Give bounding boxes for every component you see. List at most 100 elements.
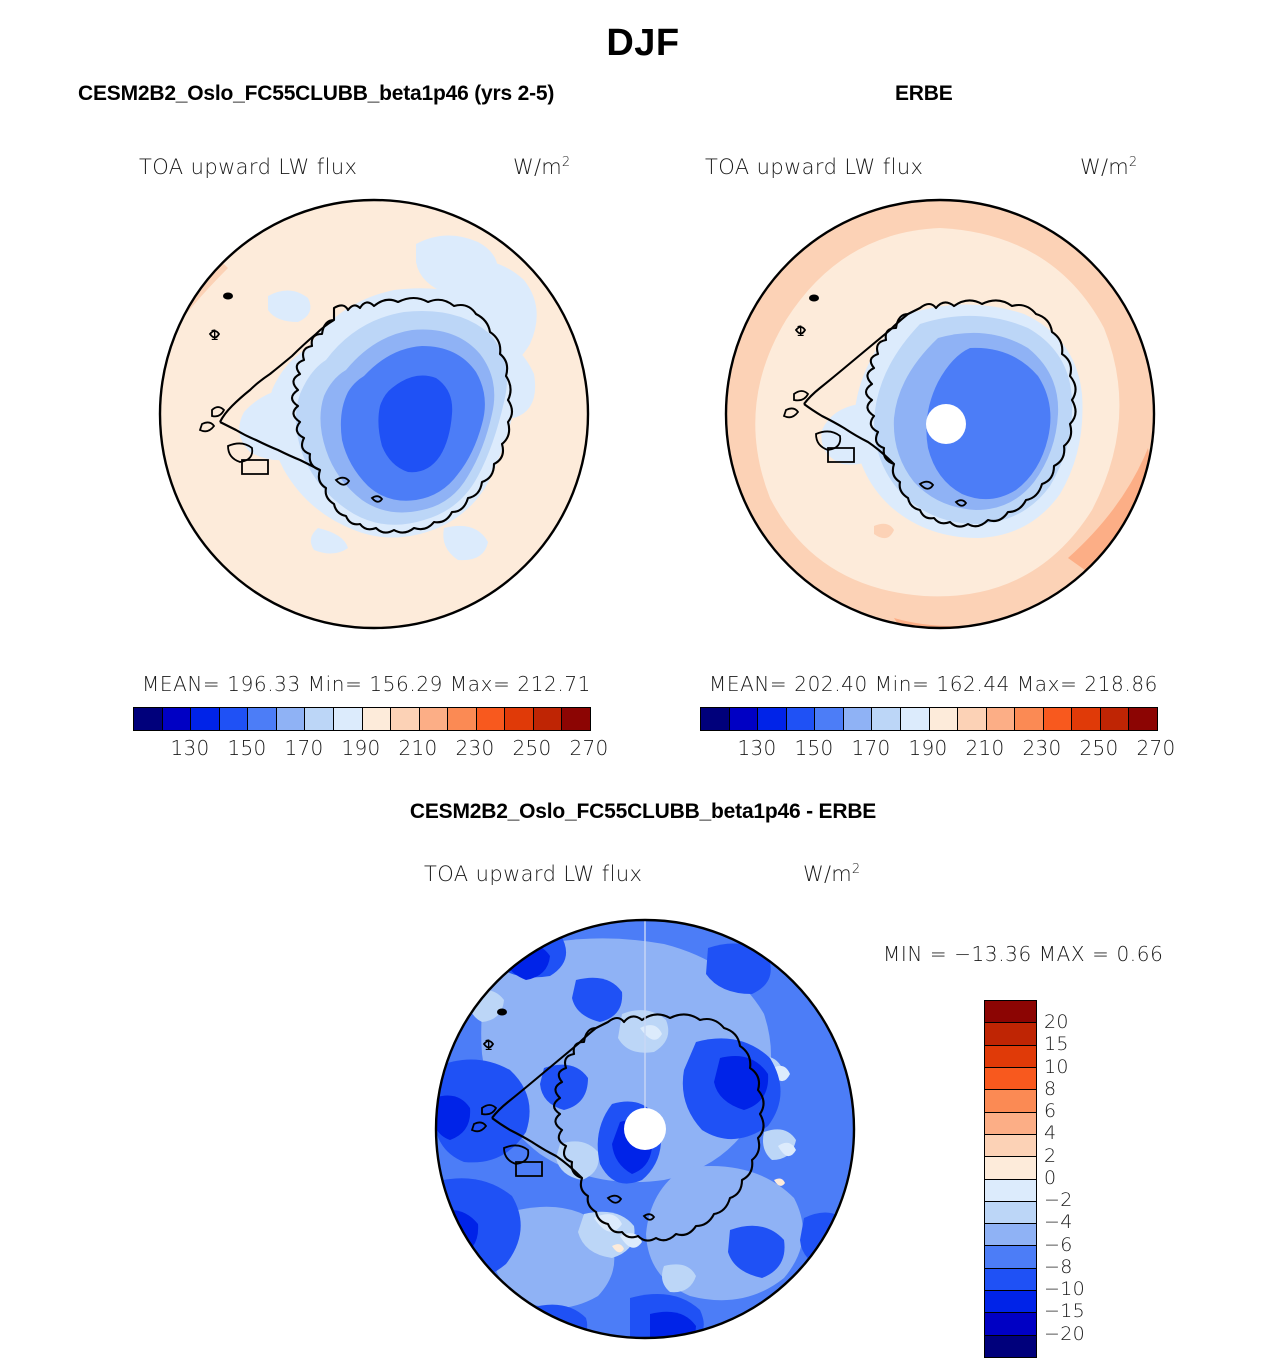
model-panel-title: CESM2B2_Oslo_FC55CLUBB_beta1p46 (yrs 2-5…: [78, 82, 555, 105]
model-unit-exponent: 2: [561, 155, 571, 170]
pole-data-gap: [624, 1108, 666, 1150]
colorbar-cell: [815, 708, 844, 730]
vtick-label: −8: [1044, 1256, 1073, 1278]
colorbar-cell: [985, 1001, 1036, 1024]
obs-variable-label: TOA upward LW flux: [705, 155, 924, 179]
vtick-label: 6: [1044, 1100, 1057, 1122]
colorbar-cell: [1043, 708, 1073, 730]
vtick-label: 20: [1044, 1011, 1069, 1033]
colorbar-cell: [333, 708, 363, 730]
model-variable-label: TOA upward LW flux: [139, 155, 358, 179]
model-stats: MEAN= 196.33 Min= 156.29 Max= 212.71: [142, 672, 591, 696]
vtick-label: −4: [1044, 1211, 1073, 1233]
obs-stats: MEAN= 202.40 Min= 162.44 Max= 218.86: [709, 672, 1158, 696]
model-colorbar-ticks: 130 150 170 190 210 230 250 270: [133, 736, 608, 762]
colorbar-cell: [985, 1134, 1036, 1158]
colorbar-cell: [1100, 708, 1130, 730]
colorbar-cell: [985, 1313, 1036, 1336]
colorbar-cell: [985, 1157, 1036, 1180]
vtick-label: 15: [1044, 1033, 1069, 1055]
season-title: DJF: [606, 22, 680, 64]
vtick-label: 2: [1044, 1145, 1057, 1167]
model-unit-text: W/m: [513, 155, 562, 179]
colorbar-cell: [985, 1224, 1036, 1247]
difference-panel-title: CESM2B2_Oslo_FC55CLUBB_beta1p46 - ERBE: [409, 800, 877, 823]
obs-polar-map: 1: [724, 198, 1156, 634]
colorbar-cell: [276, 708, 306, 730]
tick-label: 130: [170, 736, 210, 760]
difference-colorbar-ticks: 20 15 10 8 6 4 2 0 −2 −4 −6 −8 −10 −15 −…: [1044, 1000, 1104, 1356]
colorbar-cell: [505, 708, 534, 730]
svg-text:1: 1: [796, 324, 805, 340]
obs-unit-text: W/m: [1080, 155, 1129, 179]
difference-polar-map: 1: [434, 918, 856, 1344]
vtick-label: 0: [1044, 1167, 1057, 1189]
colorbar-cell: [1129, 708, 1157, 730]
tick-label: 170: [284, 736, 324, 760]
colorbar-cell: [985, 1090, 1036, 1113]
difference-minmax: MIN = −13.36 MAX = 0.66: [883, 942, 1164, 966]
colorbar-cell: [958, 708, 987, 730]
difference-colorbar: [984, 1000, 1037, 1358]
pole-data-gap: [926, 404, 966, 444]
obs-colorbar-ticks: 130 150 170 190 210 230 250 270: [700, 736, 1175, 762]
svg-text:1: 1: [210, 328, 219, 344]
colorbar-cell: [248, 708, 277, 730]
colorbar-cell: [985, 1291, 1036, 1314]
colorbar-cell: [985, 1201, 1036, 1225]
colorbar-cell: [134, 708, 163, 730]
obs-unit-exponent: 2: [1128, 155, 1138, 170]
colorbar-cell: [986, 708, 1016, 730]
colorbar-cell: [1072, 708, 1101, 730]
difference-unit-label: W/m2: [803, 862, 860, 886]
colorbar-cell: [985, 1246, 1036, 1269]
vtick-label: 10: [1044, 1056, 1069, 1078]
model-colorbar: [133, 707, 591, 731]
difference-variable-label: TOA upward LW flux: [424, 862, 643, 886]
colorbar-cell: [729, 708, 759, 730]
colorbar-cell: [985, 1045, 1036, 1068]
colorbar-cell: [1015, 708, 1044, 730]
colorbar-cell: [786, 708, 816, 730]
colorbar-cell: [448, 708, 477, 730]
colorbar-cell: [985, 1023, 1036, 1046]
vtick-label: 8: [1044, 1078, 1057, 1100]
tick-label: 230: [455, 736, 495, 760]
tick-label: 190: [341, 736, 381, 760]
obs-colorbar: [700, 707, 1158, 731]
tick-label: 190: [908, 736, 948, 760]
svg-text:1: 1: [484, 1038, 493, 1054]
vtick-label: 4: [1044, 1122, 1057, 1144]
tick-label: 270: [1136, 736, 1176, 760]
tick-label: 250: [512, 736, 552, 760]
tick-label: 150: [794, 736, 834, 760]
obs-panel-title: ERBE: [895, 82, 953, 105]
colorbar-cell: [985, 1067, 1036, 1091]
colorbar-cell: [985, 1179, 1036, 1202]
tick-label: 210: [965, 736, 1005, 760]
vtick-label: −15: [1044, 1300, 1085, 1322]
difference-unit-text: W/m: [803, 862, 852, 886]
colorbar-cell: [758, 708, 787, 730]
colorbar-cell: [701, 708, 730, 730]
difference-unit-exponent: 2: [851, 862, 861, 877]
colorbar-cell: [985, 1268, 1036, 1292]
colorbar-cell: [476, 708, 506, 730]
colorbar-cell: [533, 708, 563, 730]
colorbar-cell: [872, 708, 901, 730]
colorbar-cell: [562, 708, 590, 730]
tick-label: 130: [737, 736, 777, 760]
model-polar-map: 1: [158, 198, 590, 634]
colorbar-cell: [391, 708, 420, 730]
colorbar-cell: [419, 708, 449, 730]
vtick-label: −6: [1044, 1234, 1073, 1256]
colorbar-cell: [219, 708, 249, 730]
vtick-label: −20: [1044, 1323, 1085, 1345]
vtick-label: −10: [1044, 1278, 1085, 1300]
tick-label: 210: [398, 736, 438, 760]
colorbar-cell: [929, 708, 959, 730]
colorbar-cell: [985, 1112, 1036, 1135]
tick-label: 230: [1022, 736, 1062, 760]
tick-label: 150: [227, 736, 267, 760]
tick-label: 270: [569, 736, 609, 760]
